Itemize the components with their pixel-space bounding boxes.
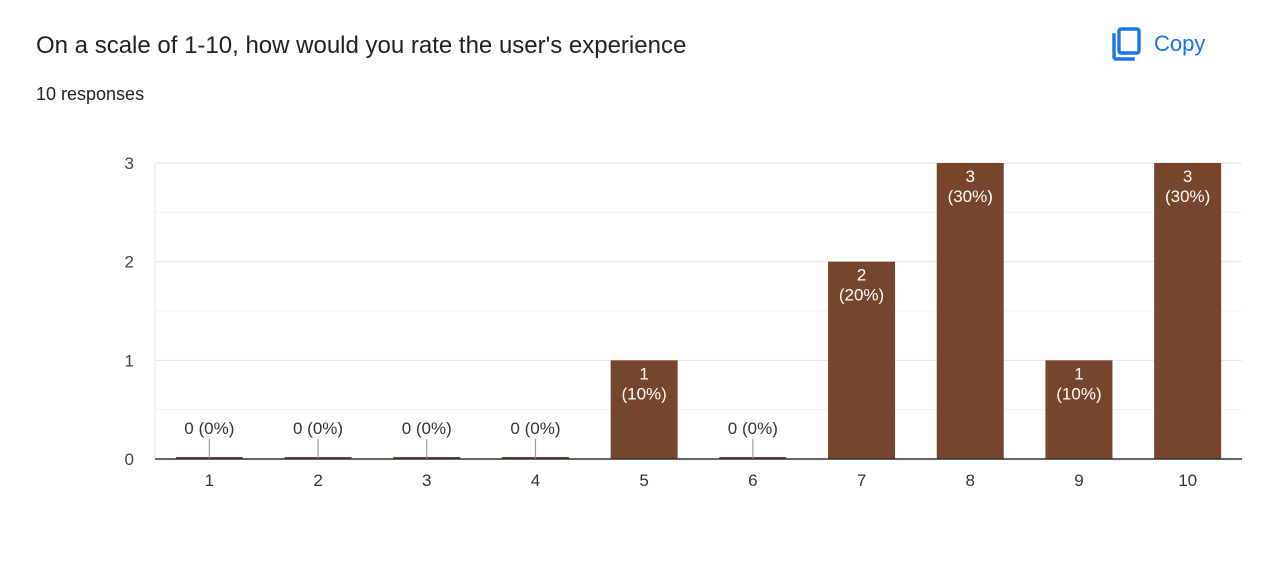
x-tick-label: 9 bbox=[1074, 471, 1083, 490]
x-tick-label: 7 bbox=[857, 471, 866, 490]
y-tick-label: 2 bbox=[125, 253, 134, 272]
x-tick-label: 6 bbox=[748, 471, 757, 490]
question-title: On a scale of 1-10, how would you rate t… bbox=[36, 32, 687, 59]
x-tick-label: 8 bbox=[966, 471, 975, 490]
bar bbox=[610, 360, 678, 459]
bar bbox=[936, 163, 1004, 459]
x-tick-label: 1 bbox=[205, 471, 214, 490]
bar bbox=[1045, 360, 1113, 459]
data-label: 3 (30%) bbox=[1165, 167, 1210, 206]
data-label: 0 (0%) bbox=[402, 419, 452, 438]
y-tick-label: 1 bbox=[125, 351, 134, 370]
bar bbox=[1154, 163, 1222, 459]
data-label: 0 (0%) bbox=[293, 419, 343, 438]
y-tick-label: 0 bbox=[125, 450, 134, 469]
bar bbox=[828, 261, 896, 459]
data-label: 0 (0%) bbox=[728, 419, 778, 438]
x-tick-label: 4 bbox=[531, 471, 540, 490]
copy-label: Copy bbox=[1154, 31, 1206, 56]
bar-chart: 0 1 2 3 0 (0%) 1 0 (0%) 2 0 (0%) 3 0 (0%) 4 1 (10%) 5 0… bbox=[125, 154, 1242, 490]
copy-button[interactable]: Copy bbox=[1104, 22, 1234, 66]
x-tick-label: 5 bbox=[639, 471, 648, 490]
data-label: 0 (0%) bbox=[510, 419, 560, 438]
x-tick-label: 2 bbox=[313, 471, 322, 490]
x-tick-label: 10 bbox=[1178, 471, 1197, 490]
copy-icon bbox=[1112, 27, 1141, 61]
data-label: 1 (10%) bbox=[1056, 364, 1101, 403]
data-label: 3 (30%) bbox=[948, 167, 993, 206]
data-label: 0 (0%) bbox=[184, 419, 234, 438]
response-count: 10 responses bbox=[36, 84, 145, 104]
data-label: 2 (20%) bbox=[839, 266, 884, 305]
y-tick-label: 3 bbox=[125, 154, 134, 173]
data-label: 1 (10%) bbox=[621, 364, 666, 403]
x-tick-label: 3 bbox=[422, 471, 431, 490]
